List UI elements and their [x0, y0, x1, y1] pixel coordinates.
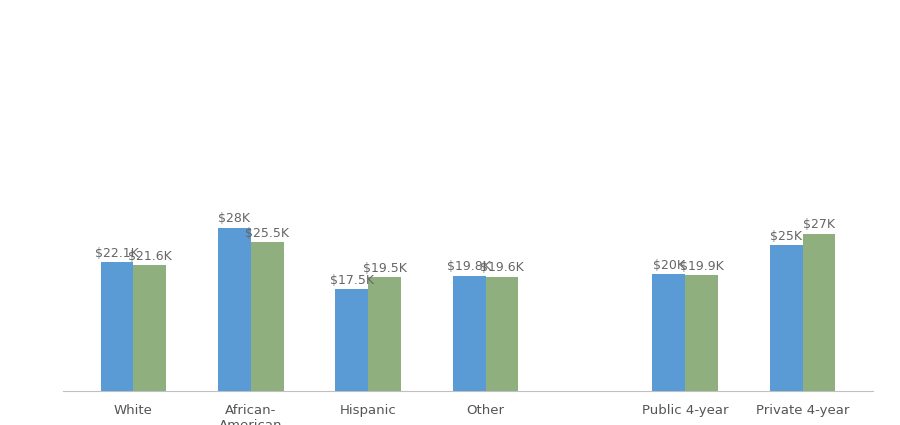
Bar — [803, 234, 835, 391]
Bar — [770, 245, 803, 391]
Bar — [336, 289, 368, 391]
Bar — [133, 265, 166, 391]
Text: $25.5K: $25.5K — [246, 227, 289, 240]
Bar — [652, 275, 685, 391]
Text: $19.9K: $19.9K — [680, 260, 724, 273]
Text: $17.5K: $17.5K — [329, 274, 373, 287]
Text: $20K: $20K — [652, 259, 685, 272]
Bar — [453, 275, 486, 391]
Bar — [486, 277, 518, 391]
Bar — [685, 275, 718, 391]
Bar — [218, 228, 251, 391]
Bar — [101, 262, 133, 391]
Text: $21.6K: $21.6K — [128, 250, 172, 263]
Text: $27K: $27K — [803, 218, 835, 231]
Text: $25K: $25K — [770, 230, 802, 243]
Text: $22.1K: $22.1K — [95, 247, 139, 260]
Text: $28K: $28K — [219, 212, 250, 226]
Bar — [368, 278, 401, 391]
Text: $19.5K: $19.5K — [363, 262, 407, 275]
Text: $19.8K: $19.8K — [447, 260, 491, 273]
Bar — [251, 242, 284, 391]
Text: $19.6K: $19.6K — [481, 261, 524, 275]
